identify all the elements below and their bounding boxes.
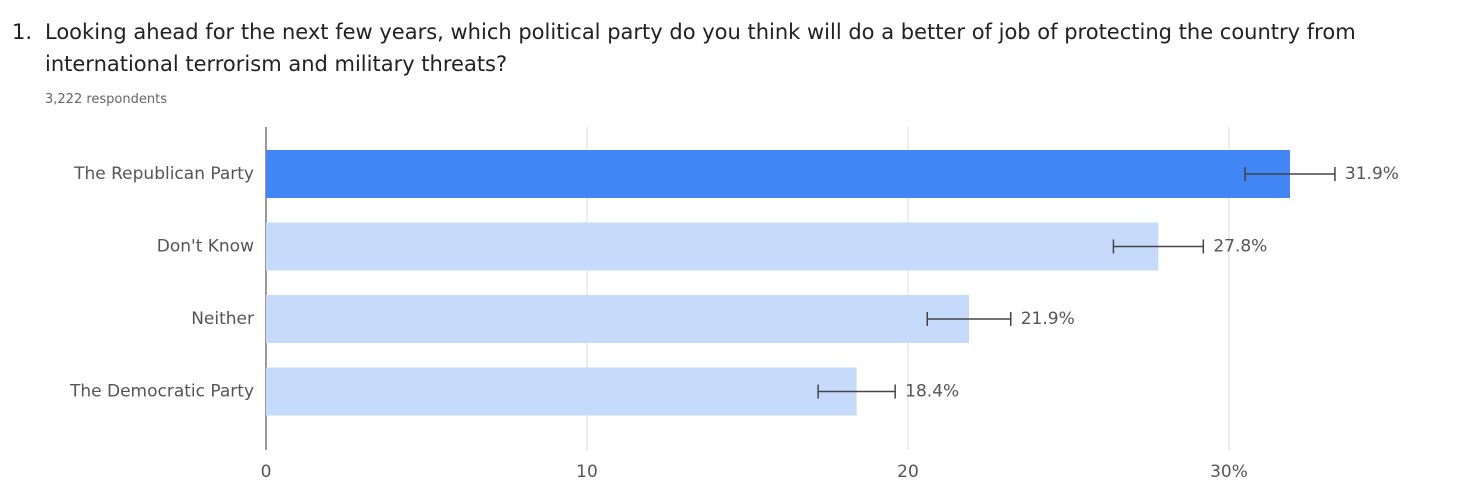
x-tick-label: 0: [261, 462, 272, 482]
question-number: 1.: [12, 20, 33, 44]
y-tick-label: The Democratic Party: [69, 382, 254, 402]
chart-title: Looking ahead for the next few years, wh…: [45, 20, 1356, 76]
bar: [266, 150, 1290, 198]
bar: [266, 295, 969, 343]
respondents: 3,222 respondents: [45, 92, 167, 107]
y-tick-label: Neither: [191, 309, 254, 329]
error-bar: [1244, 167, 1336, 181]
x-tick-label: 20: [897, 462, 919, 482]
value-label: 18.4%: [905, 382, 959, 402]
x-tick-label: 30%: [1210, 462, 1248, 482]
bar: [266, 222, 1159, 271]
value-label: 21.9%: [1021, 309, 1075, 329]
error-bar: [1112, 239, 1205, 254]
bar: [266, 367, 857, 416]
value-label: 31.9%: [1345, 164, 1399, 184]
y-tick-label: The Republican Party: [73, 164, 254, 184]
error-bar: [926, 312, 1012, 326]
x-tick-label: 10: [576, 462, 598, 482]
value-label: 27.8%: [1213, 237, 1267, 257]
error-bar: [817, 384, 896, 399]
y-tick-label: Don't Know: [157, 237, 254, 257]
